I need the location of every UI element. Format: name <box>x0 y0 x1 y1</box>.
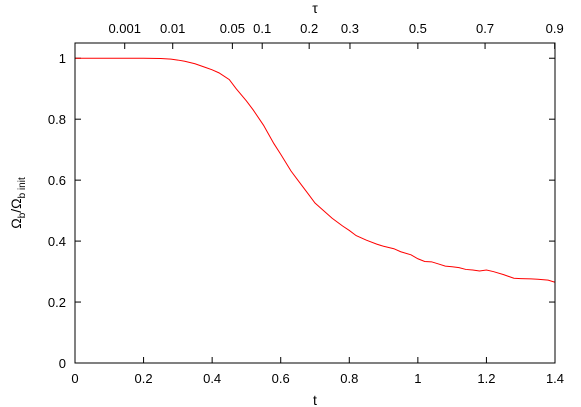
y-tick-label: 0.6 <box>48 173 66 188</box>
x-tick-label: 0.2 <box>135 371 153 386</box>
series-line <box>75 57 556 283</box>
y-tick-label: 0.4 <box>48 234 66 249</box>
y-axis-title-sub2: b init <box>17 177 28 198</box>
top-tick-label: 0.9 <box>546 21 564 36</box>
y-tick-label: 0 <box>59 356 66 371</box>
y-tick-label: 0.8 <box>48 112 66 127</box>
y-axis-title: Ωb/Ωb init <box>8 177 28 229</box>
top-tick-label: 0.7 <box>476 21 494 36</box>
x-axis-title: t <box>313 392 317 407</box>
top-tick-label: 0.001 <box>108 21 141 36</box>
x-tick-label: 0 <box>71 371 78 386</box>
x-tick-label: 0.4 <box>203 371 221 386</box>
top-tick-label: 0.1 <box>253 21 271 36</box>
y-axis-title-omega: Ω <box>8 218 24 228</box>
top-axis-title: τ <box>312 0 318 16</box>
x-tick-label: 0.6 <box>272 371 290 386</box>
top-tick-label: 0.05 <box>220 21 245 36</box>
y-axis-title-sub1: b <box>17 212 28 218</box>
top-tick-label: 0.01 <box>160 21 185 36</box>
top-tick-label: 0.5 <box>409 21 427 36</box>
x-tick-label: 0.8 <box>340 371 358 386</box>
y-tick-label: 1 <box>59 51 66 66</box>
x-tick-label: 1.4 <box>546 371 564 386</box>
plot-frame <box>74 42 556 364</box>
x-tick-label: 1 <box>414 371 421 386</box>
labels-layer: 0 0.2 0.4 0.6 0.8 1 1.2 1.4 0 0.2 0.4 0.6 0.8 1 0.001 0… <box>48 21 564 386</box>
top-tick-label: 0.2 <box>300 21 318 36</box>
x-tick-label: 1.2 <box>477 371 495 386</box>
y-tick-label: 0.2 <box>48 295 66 310</box>
y-axis-title-sep: /Ω <box>8 198 24 212</box>
top-tick-label: 0.3 <box>341 21 359 36</box>
